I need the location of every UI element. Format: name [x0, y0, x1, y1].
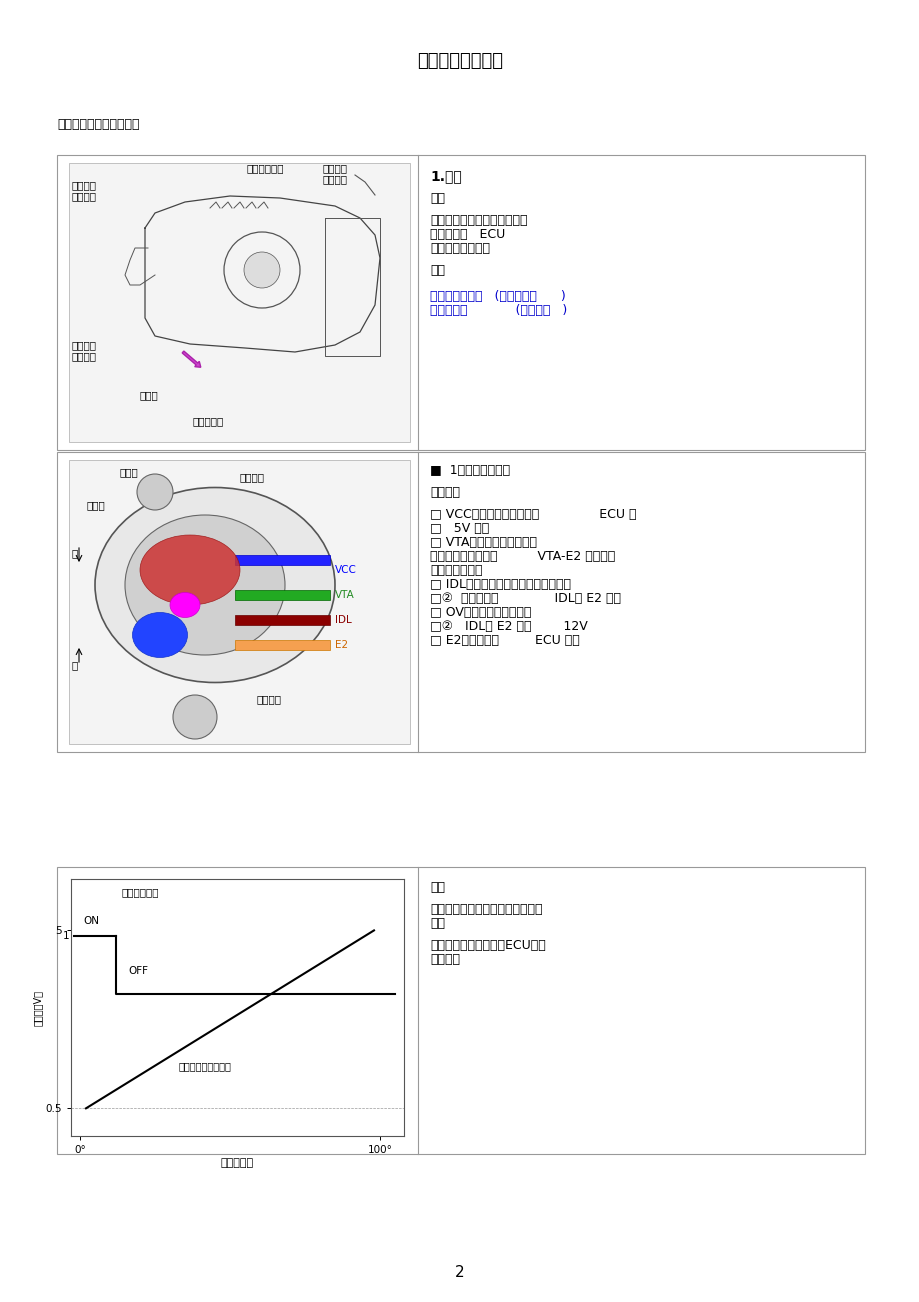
Text: 概述: 概述	[429, 191, 445, 204]
Text: 开度: 开度	[429, 917, 445, 930]
Polygon shape	[234, 590, 330, 600]
Circle shape	[137, 474, 173, 510]
Text: 开度触头: 开度触头	[240, 473, 265, 482]
Text: □ OV线接自节气门传感器: □ OV线接自节气门传感器	[429, 605, 531, 618]
Text: 怟速触头: 怟速触头	[256, 694, 282, 704]
Text: 悠速调整螺钉: 悠速调整螺钉	[246, 163, 284, 173]
Text: 节气门伺: 节气门伺	[72, 180, 96, 190]
Text: □ E2接地，连至         ECU 地线: □ E2接地，连至 ECU 地线	[429, 634, 579, 647]
Circle shape	[244, 253, 279, 288]
Text: 节气门位置传感器的结构: 节气门位置传感器的结构	[57, 118, 140, 132]
Polygon shape	[234, 615, 330, 625]
Text: 节气门位: 节气门位	[323, 163, 347, 173]
Text: 气门开度而变化: 气门开度而变化	[429, 564, 482, 577]
Text: 线性可变电阻式   (自动变速器      ): 线性可变电阻式 (自动变速器 )	[429, 290, 565, 303]
Text: 补充空气阀: 补充空气阀	[193, 417, 224, 426]
Text: 节气门位置传感器: 节气门位置传感器	[416, 52, 503, 70]
Text: 2: 2	[455, 1266, 464, 1280]
Ellipse shape	[132, 612, 187, 658]
Ellipse shape	[140, 535, 240, 605]
Text: 类型: 类型	[429, 264, 445, 277]
Text: □②   IDL和 E2 之间        12V: □② IDL和 E2 之间 12V	[429, 620, 587, 633]
Text: □ VCC线接自节气门传感器               ECU 的: □ VCC线接自节气门传感器 ECU 的	[429, 508, 636, 521]
Text: E2: E2	[335, 641, 347, 650]
Y-axis label: 出电压（V）: 出电压（V）	[33, 990, 42, 1026]
Text: 1: 1	[62, 931, 70, 941]
Text: VTA: VTA	[335, 590, 355, 600]
Bar	[57, 867, 864, 1154]
Ellipse shape	[95, 487, 335, 682]
Bar	[57, 155, 864, 450]
Text: 位缓冲器: 位缓冲器	[72, 352, 96, 361]
Circle shape	[173, 695, 217, 740]
Text: 节气门开度输出电压: 节气门开度输出电压	[179, 1061, 232, 1070]
Polygon shape	[234, 555, 330, 565]
Bar	[69, 460, 410, 743]
Text: ON: ON	[83, 917, 99, 927]
Ellipse shape	[170, 592, 199, 617]
Text: 1.结构: 1.结构	[429, 169, 461, 184]
Bar	[57, 452, 864, 753]
Text: 怏速信号: 怏速信号	[429, 953, 460, 966]
Text: □   5V 电源: □ 5V 电源	[429, 522, 489, 535]
Text: 作用: 作用	[429, 881, 445, 894]
Text: 节气门复: 节气门复	[72, 340, 96, 350]
Text: □ IDL线接自思怡接点式开关的信号线: □ IDL线接自思怡接点式开关的信号线	[429, 578, 571, 591]
Text: 度信号输入   ECU: 度信号输入 ECU	[429, 228, 505, 241]
Text: 电路特点: 电路特点	[429, 486, 460, 499]
Text: （早期）: （早期）	[72, 191, 96, 201]
Text: 电阻器: 电阻器	[87, 500, 106, 510]
Ellipse shape	[125, 516, 285, 655]
Text: 节气门位置传感器将节气门开: 节气门位置传感器将节气门开	[429, 214, 527, 227]
Text: □②  思怡接点式              IDL和 E2 之间: □② 思怡接点式 IDL和 E2 之间	[429, 592, 620, 605]
Text: ■  1线性可变电阻式: ■ 1线性可变电阻式	[429, 464, 509, 477]
Bar	[69, 163, 410, 441]
Text: □ VTA线接自节气门传感器: □ VTA线接自节气门传感器	[429, 536, 537, 549]
Polygon shape	[234, 641, 330, 650]
Text: 以控制燃料喷射量: 以控制燃料喷射量	[429, 242, 490, 255]
Text: 开关接点式            (手动变速   ): 开关接点式 (手动变速 )	[429, 303, 567, 316]
FancyArrow shape	[182, 352, 200, 367]
Text: 开: 开	[72, 548, 78, 559]
Text: 冷却水: 冷却水	[140, 391, 159, 400]
Text: IDL: IDL	[335, 615, 351, 625]
Text: OFF: OFF	[128, 966, 148, 976]
Text: VCC: VCC	[335, 565, 357, 575]
Text: 怟速触点信号: 怟速触点信号	[122, 887, 159, 897]
Text: 节气门位置传感器用于检测节气门: 节气门位置传感器用于检测节气门	[429, 904, 542, 917]
X-axis label: 节气门开度: 节气门开度	[221, 1157, 254, 1168]
Text: 的输出端，变化范围          VTA-E2 电压随节: 的输出端，变化范围 VTA-E2 电压随节	[429, 549, 615, 562]
Text: 调节点: 调节点	[119, 467, 139, 477]
Text: 节气门完全关闭时，向ECU发送: 节气门完全关闭时，向ECU发送	[429, 939, 545, 952]
Text: 闭: 闭	[72, 660, 78, 671]
Text: 置传感器: 置传感器	[323, 174, 347, 184]
